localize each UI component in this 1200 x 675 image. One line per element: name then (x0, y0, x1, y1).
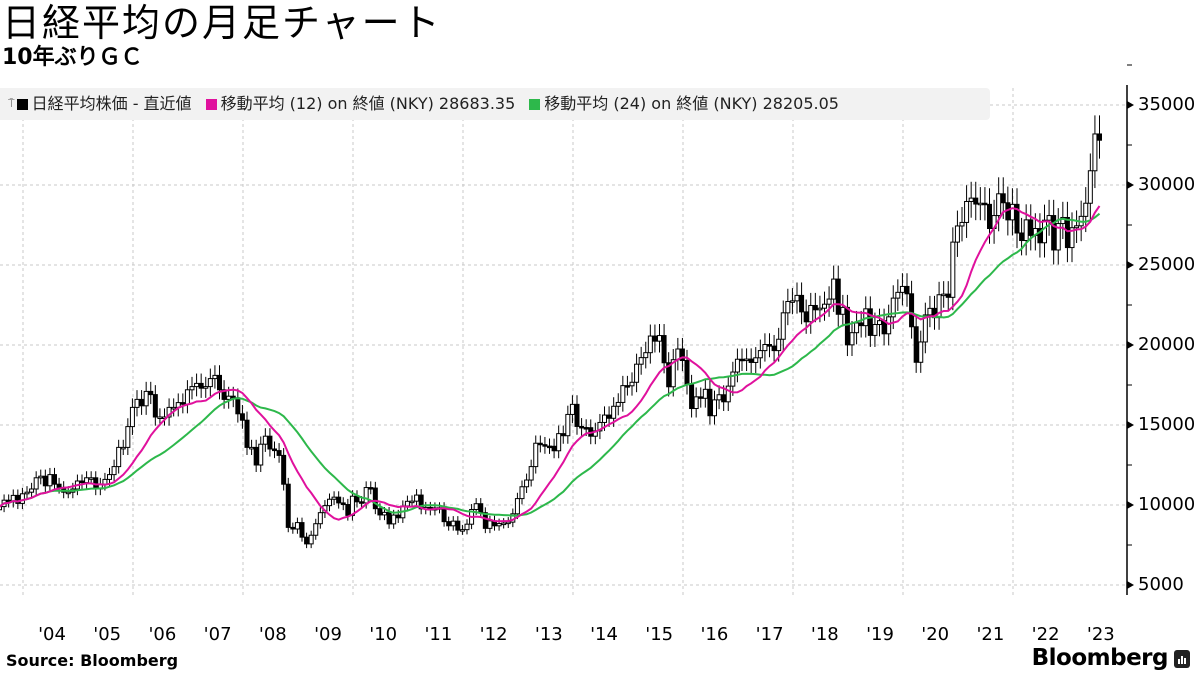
legend-label-ma12: 移動平均 (12) on 終値 (NKY) 28683.35 (220, 94, 516, 113)
source-note: Source: Bloomberg (6, 651, 179, 670)
y-tick-label: 30000 (1138, 174, 1196, 195)
x-tick-label: '07 (203, 624, 232, 645)
legend-swatch-black (16, 98, 28, 110)
legend-label-price: 日経平均株価 - 直近値 (31, 94, 192, 113)
chart-title: 日経平均の月足チャート (2, 1, 442, 45)
y-tick-label: 15000 (1138, 414, 1196, 435)
x-tick-label: '16 (700, 624, 729, 645)
x-tick-label: '17 (755, 624, 784, 645)
x-tick-label: '04 (38, 624, 66, 645)
x-tick-label: '09 (314, 624, 342, 645)
x-tick-label: '12 (479, 624, 508, 645)
y-tick-label: 35000 (1138, 94, 1196, 115)
legend-item-price: 日経平均株価 - 直近値 (16, 88, 192, 120)
legend-item-ma12: 移動平均 (12) on 終値 (NKY) 28683.35 (205, 88, 516, 120)
legend-item-ma24: 移動平均 (24) on 終値 (NKY) 28205.05 (529, 88, 839, 120)
x-tick-label: '10 (369, 624, 398, 645)
legend-swatch-green (529, 98, 541, 110)
bloomberg-terminal-icon (1174, 650, 1190, 668)
y-tick-label: 5000 (1138, 574, 1184, 595)
x-tick-label: '18 (810, 624, 839, 645)
legend-label-ma24: 移動平均 (24) on 終値 (NKY) 28205.05 (544, 94, 839, 113)
y-tick-label: 25000 (1138, 254, 1196, 275)
x-tick-label: '19 (866, 624, 894, 645)
x-tick-label: '22 (1031, 624, 1060, 645)
x-tick-label: '08 (258, 624, 287, 645)
chart-legend: ⍑ 日経平均株価 - 直近値 移動平均 (12) on 終値 (NKY) 286… (0, 88, 990, 120)
x-tick-label: '14 (590, 624, 618, 645)
x-tick-label: '23 (1086, 624, 1115, 645)
chart-subtitle: 10年ぶりＧＣ (2, 45, 143, 70)
x-tick-label: '20 (921, 624, 950, 645)
y-tick-label: 20000 (1138, 334, 1196, 355)
x-tick-label: '21 (976, 624, 1005, 645)
x-tick-label: '13 (534, 624, 563, 645)
x-tick-label: '11 (424, 624, 453, 645)
y-tick-label: 10000 (1138, 494, 1196, 515)
pin-icon[interactable]: ⍑ (8, 97, 15, 110)
x-tick-label: '15 (645, 624, 674, 645)
legend-swatch-magenta (205, 98, 217, 110)
x-tick-label: '06 (148, 624, 177, 645)
x-tick-label: '05 (93, 624, 122, 645)
brand-logo: Bloomberg (1031, 645, 1169, 671)
